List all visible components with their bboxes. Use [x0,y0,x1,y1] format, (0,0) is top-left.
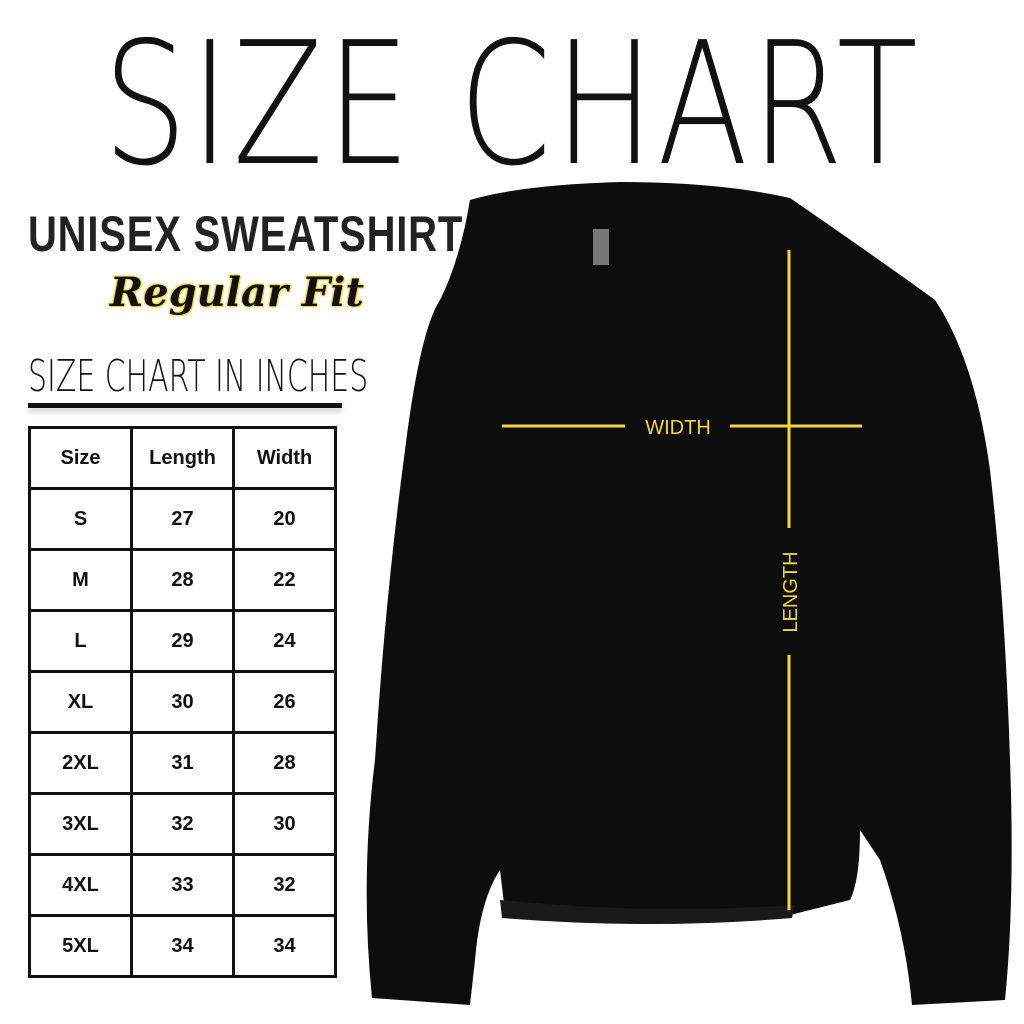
cell-length: 27 [130,487,235,551]
cell-size: 3XL [28,792,133,856]
product-name: UNISEX SWEATSHIRT [28,206,464,262]
fit-label: Regular Fit [110,269,364,316]
sweatshirt-body [366,182,1012,1005]
cell-width: 32 [232,853,337,917]
cell-size: 4XL [28,853,133,917]
width-label: WIDTH [645,417,711,439]
cell-size: 2XL [28,731,133,795]
table-row: S 27 20 [28,487,337,551]
cell-size: XL [28,670,133,734]
cell-width: 22 [232,548,337,612]
table-row: M 28 22 [28,548,337,612]
cell-length: 31 [130,731,235,795]
cell-length: 32 [130,792,235,856]
cell-width: 28 [232,731,337,795]
cell-size: S [28,487,133,551]
cell-width: 30 [232,792,337,856]
table-row: 5XL 34 34 [28,914,337,978]
neck-tag [593,229,609,265]
cell-size: 5XL [28,914,133,978]
cell-length: 29 [130,609,235,673]
cell-width: 34 [232,914,337,978]
table-row: 4XL 33 32 [28,853,337,917]
cell-length: 34 [130,914,235,978]
table-header-row: Size Length Width [28,426,337,490]
cell-width: 26 [232,670,337,734]
size-table: Size Length Width S 27 20 M 28 22 L 29 24 XL 30 26 2… [28,426,337,978]
table-row: XL 30 26 [28,670,337,734]
table-title: SIZE CHART IN INCHES [28,351,369,402]
cell-width: 24 [232,609,337,673]
cell-size: L [28,609,133,673]
length-label: LENGTH [780,551,802,632]
cell-width: 20 [232,487,337,551]
table-row: 2XL 31 28 [28,731,337,795]
sweatshirt-waistband [500,900,795,924]
cell-length: 28 [130,548,235,612]
table-title-underline [28,403,342,408]
table-row: 3XL 32 30 [28,792,337,856]
table-body: S 27 20 M 28 22 L 29 24 XL 30 26 2XL 31 28 3XL 32 30 4XL 33… [28,487,337,978]
header-width: Width [232,426,337,490]
cell-length: 33 [130,853,235,917]
cell-length: 30 [130,670,235,734]
measure-lines [502,250,862,910]
table-row: L 29 24 [28,609,337,673]
page-title: SIZE CHART [103,6,921,204]
cell-size: M [28,548,133,612]
header-size: Size [28,426,133,490]
header-length: Length [130,426,235,490]
